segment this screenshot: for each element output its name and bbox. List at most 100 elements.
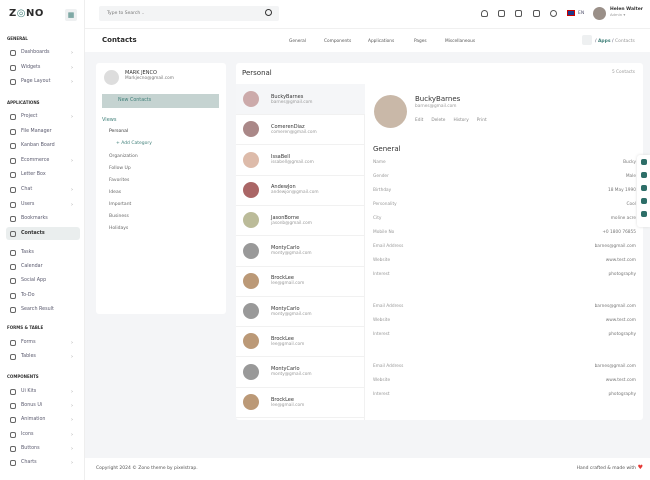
user-menu[interactable]: Helen Walter Admin ▾ <box>593 7 643 20</box>
view-item[interactable]: Personal <box>109 129 129 134</box>
sidebar-item-file-manager[interactable]: File Manager <box>6 125 80 138</box>
edit-button[interactable]: Edit <box>415 118 424 123</box>
cart-icon[interactable] <box>533 10 540 17</box>
sidebar-item-label: To-Do <box>21 293 35 298</box>
menu-icon <box>10 49 16 56</box>
contact-name: MontyCarlo <box>271 305 300 312</box>
sidebar-item-calendar[interactable]: Calendar <box>6 260 80 273</box>
field-value: 18 May 1990 <box>607 188 636 193</box>
history-button[interactable]: History <box>453 118 469 123</box>
sidebar-item-widgets[interactable]: Widgets › <box>6 61 80 74</box>
sidebar-item-social-app[interactable]: Social App <box>6 274 80 287</box>
contact-name: AndewJon <box>271 184 296 191</box>
detail-row: Interest photography <box>373 392 636 397</box>
settings-icon[interactable] <box>640 172 647 178</box>
sidebar-item-chat[interactable]: Chat › <box>6 183 80 196</box>
star-icon[interactable] <box>498 10 505 17</box>
section-heading: GENERAL <box>7 36 28 41</box>
view-item[interactable]: Important <box>109 202 132 207</box>
field-value: Cool <box>626 202 636 207</box>
sidebar-item-to-do[interactable]: To-Do <box>6 289 80 302</box>
chevron-right-icon: › <box>71 459 73 466</box>
chevron-right-icon: › <box>71 157 73 164</box>
contact-list-item[interactable]: MontyCarlo monty@gmail.com <box>236 296 365 328</box>
contact-list-item[interactable]: BrockLee lee@gmail.com <box>236 266 365 297</box>
detail-row: Interest photography <box>373 272 636 277</box>
sidebar-item-label: Bookmarks <box>21 216 48 221</box>
contact-name: BrockLee <box>271 396 294 403</box>
contact-list-item[interactable]: AndewJon andewjon@gmail.com <box>236 175 365 206</box>
view-item[interactable]: Holidays <box>109 226 129 231</box>
sidebar-toggle-icon[interactable]: ▦ <box>65 9 77 21</box>
sidebar-item-label: Tasks <box>21 250 34 255</box>
sidebar-item-buttons[interactable]: Buttons › <box>6 442 80 455</box>
sidebar-item-ecommerce[interactable]: Ecommerce › <box>6 154 80 167</box>
home-icon[interactable] <box>582 35 592 45</box>
view-item[interactable]: Follow Up <box>109 166 131 171</box>
logo[interactable]: Z◎NO <box>9 8 44 19</box>
sidebar-item-bonus-ui[interactable]: Bonus Ui › <box>6 399 80 412</box>
sidebar-item-tasks[interactable]: Tasks <box>6 246 80 259</box>
nav-components[interactable]: Components <box>324 39 352 44</box>
support-icon[interactable] <box>640 211 647 217</box>
view-item[interactable]: Organization <box>109 154 138 159</box>
contact-list-item[interactable]: MontyCarlo monty@gmail.com <box>236 236 365 267</box>
bell-icon[interactable] <box>481 10 488 17</box>
contact-list-item[interactable]: ComerenDiaz comeren@gmail.com <box>236 114 365 146</box>
field-label: City <box>373 216 382 221</box>
delete-button[interactable]: Delete <box>431 118 446 123</box>
field-label: Email Address <box>373 304 404 309</box>
document-icon[interactable] <box>640 198 647 204</box>
customizer-icon[interactable] <box>640 159 647 165</box>
view-item[interactable]: Favorites <box>109 178 130 183</box>
nav-applications[interactable]: Applications <box>368 39 395 44</box>
sidebar-item-charts[interactable]: Charts › <box>6 456 80 469</box>
search-icon[interactable] <box>265 9 272 16</box>
contact-list-item[interactable]: JasonBorne jasonb@gmail.com <box>236 205 365 237</box>
nav-general[interactable]: General <box>289 39 306 44</box>
view-item[interactable]: + Add Category <box>116 141 152 146</box>
search-input[interactable]: Type to Search .. <box>99 6 279 21</box>
contact-list-item[interactable]: BuckyBarnes barnes@gmail.com <box>236 84 365 115</box>
avatar <box>243 91 259 107</box>
cart-icon[interactable] <box>640 185 647 191</box>
sidebar-item-icons[interactable]: Icons › <box>6 428 80 441</box>
moon-icon[interactable] <box>550 10 557 17</box>
avatar <box>104 70 119 85</box>
field-label: Name <box>373 160 386 165</box>
view-item[interactable]: Business <box>109 214 129 219</box>
sidebar-item-page-layout[interactable]: Page Layout › <box>6 75 80 88</box>
view-item[interactable]: Ideas <box>109 190 122 195</box>
sidebar-item-bookmarks[interactable]: Bookmarks <box>6 212 80 225</box>
contact-email: monty@gmail.com <box>271 251 312 256</box>
flag-icon[interactable] <box>567 10 575 16</box>
chevron-right-icon: › <box>71 388 73 395</box>
sidebar-item-kanban-board[interactable]: Kanban Board <box>6 139 80 152</box>
sidebar-item-contacts[interactable]: Contacts <box>6 227 80 240</box>
sidebar-item-letter-box[interactable]: Letter Box <box>6 168 80 181</box>
message-icon[interactable] <box>515 10 522 17</box>
new-contacts-button[interactable]: New Contacts <box>102 94 219 108</box>
sidebar-item-animation[interactable]: Animation › <box>6 413 80 426</box>
sidebar-item-tables[interactable]: Tables › <box>6 350 80 363</box>
nav-miscellaneous[interactable]: Miscellaneous <box>445 39 476 44</box>
sidebar-item-ui-kits[interactable]: Ui Kits › <box>6 385 80 398</box>
menu-icon <box>10 64 16 71</box>
section-heading: COMPONENTS <box>7 374 39 379</box>
sidebar-item-search-result[interactable]: Search Result <box>6 303 80 316</box>
sidebar-item-dashboards[interactable]: Dashboards › <box>6 46 80 59</box>
language-selector[interactable]: EN <box>578 11 585 16</box>
nav-pages[interactable]: Pages <box>414 39 427 44</box>
contact-list-item[interactable]: BrockLee lee@gmail.com <box>236 387 365 418</box>
field-value: barnes@gmail.com <box>594 304 636 309</box>
contact-list-item[interactable]: IssaBell issabell@gmail.com <box>236 145 365 176</box>
print-button[interactable]: Print <box>476 118 487 123</box>
sidebar-item-forms[interactable]: Forms › <box>6 336 80 349</box>
sidebar-item-users[interactable]: Users › <box>6 198 80 211</box>
contact-email: jasonb@gmail.com <box>271 220 312 226</box>
sidebar-item-project[interactable]: Project › <box>6 110 80 123</box>
contact-list-item[interactable]: BrockLee lee@gmail.com <box>236 326 365 358</box>
contact-list-item[interactable]: MontyCarlo monty@gmail.com <box>236 357 365 388</box>
avatar <box>243 333 259 350</box>
breadcrumb-apps[interactable]: Apps <box>597 39 611 44</box>
